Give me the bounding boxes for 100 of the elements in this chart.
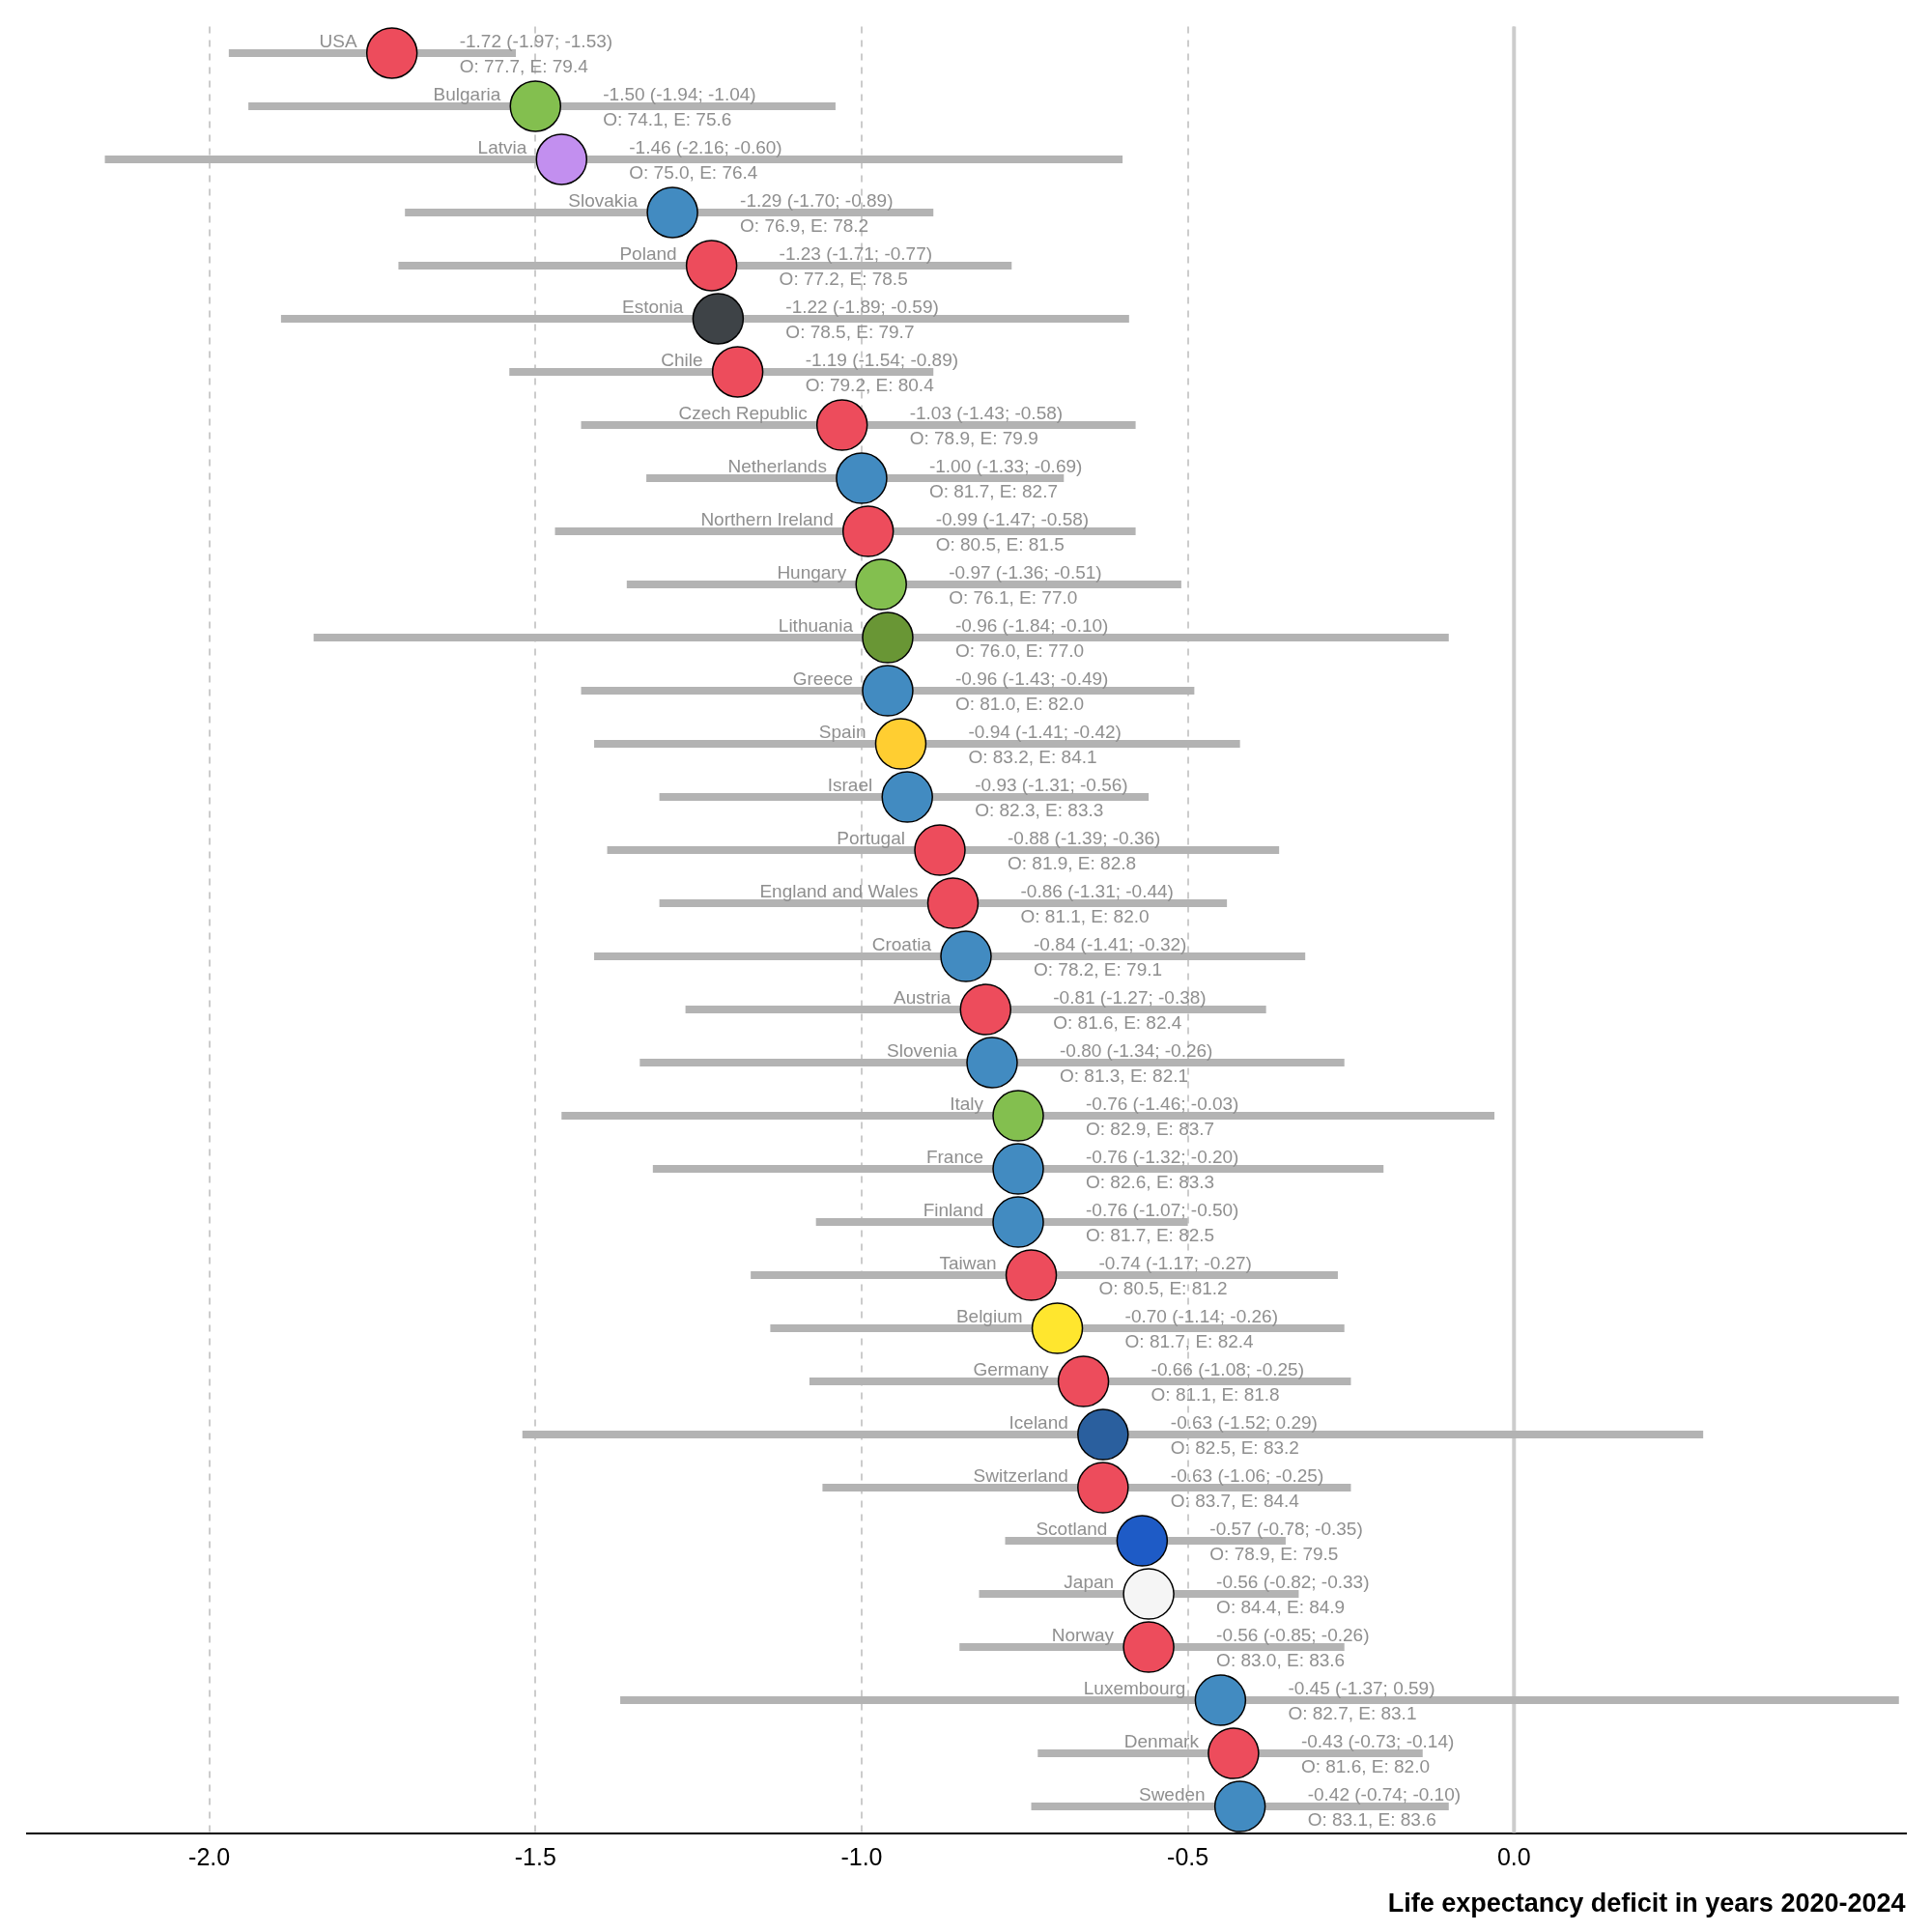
y-tick-label: Poland xyxy=(619,243,677,265)
data-label: -0.70 (-1.14; -0.26) xyxy=(1124,1306,1278,1327)
point xyxy=(862,665,914,717)
point xyxy=(535,133,588,185)
y-tick-label: Scotland xyxy=(1036,1519,1108,1540)
point xyxy=(841,505,895,557)
point xyxy=(685,240,738,292)
annotation: O: 82.5, E: 83.2 xyxy=(1170,1437,1299,1459)
point xyxy=(836,452,888,504)
data-label: -0.81 (-1.27; -0.38) xyxy=(1053,987,1207,1009)
data-label: -0.86 (-1.31; -0.44) xyxy=(1020,881,1174,902)
data-label: -0.76 (-1.07; -0.50) xyxy=(1086,1200,1239,1221)
x-tick-label: -0.5 xyxy=(1167,1843,1209,1871)
point xyxy=(992,1090,1044,1142)
data-label: -1.00 (-1.33; -0.69) xyxy=(928,456,1083,477)
annotation: O: 81.9, E: 82.8 xyxy=(1007,853,1137,874)
point xyxy=(862,611,914,664)
data-label: -0.56 (-0.85; -0.26) xyxy=(1216,1625,1370,1646)
y-tick-label: Taiwan xyxy=(939,1253,997,1274)
y-tick-label: Netherlands xyxy=(727,456,827,477)
point xyxy=(1031,1302,1084,1354)
annotation: O: 83.1, E: 83.6 xyxy=(1307,1809,1436,1831)
annotation: O: 82.7, E: 83.1 xyxy=(1288,1703,1417,1724)
annotation: O: 75.0, E: 76.4 xyxy=(629,162,758,184)
point xyxy=(992,1143,1044,1195)
y-tick-label: Japan xyxy=(1064,1572,1115,1593)
y-tick-label: Croatia xyxy=(871,934,932,955)
point xyxy=(1122,1621,1175,1673)
annotation: O: 76.1, E: 77.0 xyxy=(949,587,1078,609)
point xyxy=(509,80,562,132)
annotation: O: 84.4, E: 84.9 xyxy=(1216,1597,1346,1618)
annotation: O: 74.1, E: 75.6 xyxy=(603,109,732,130)
y-tick-label: USA xyxy=(319,31,358,52)
annotation: O: 81.6, E: 82.0 xyxy=(1300,1756,1430,1777)
annotation: O: 82.6, E: 83.3 xyxy=(1086,1172,1215,1193)
x-tick-label: -2.0 xyxy=(188,1843,231,1871)
y-tick-label: Switzerland xyxy=(973,1465,1068,1487)
y-tick-label: Sweden xyxy=(1138,1784,1206,1805)
point xyxy=(1208,1727,1260,1779)
point xyxy=(966,1037,1018,1089)
x-axis-title: Life expectancy deficit in years 2020-2024 xyxy=(1387,1889,1906,1918)
y-tick-label: Latvia xyxy=(477,137,527,158)
annotation: O: 77.7, E: 79.4 xyxy=(459,56,589,77)
y-tick-label: Hungary xyxy=(777,562,847,583)
data-label: -0.66 (-1.08; -0.25) xyxy=(1151,1359,1304,1380)
y-tick-label: Slovenia xyxy=(887,1040,958,1062)
data-label: -0.63 (-1.52; 0.29) xyxy=(1170,1412,1318,1434)
annotation: O: 76.9, E: 78.2 xyxy=(740,215,869,237)
data-label: -1.72 (-1.97; -1.53) xyxy=(459,31,613,52)
y-tick-label: Belgium xyxy=(955,1306,1023,1327)
annotation: O: 83.7, E: 84.4 xyxy=(1170,1491,1300,1512)
data-label: -0.88 (-1.39; -0.36) xyxy=(1007,828,1161,849)
point xyxy=(815,399,868,451)
annotation: O: 82.3, E: 83.3 xyxy=(975,800,1104,821)
annotation: O: 81.1, E: 82.0 xyxy=(1020,906,1150,927)
y-tick-label: Greece xyxy=(792,668,853,690)
data-label: -0.80 (-1.34; -0.26) xyxy=(1060,1040,1213,1062)
point xyxy=(940,930,992,982)
x-tick-label: 0.0 xyxy=(1496,1843,1531,1871)
annotation: O: 81.0, E: 82.0 xyxy=(954,694,1085,715)
annotation: O: 78.9, E: 79.9 xyxy=(909,428,1038,449)
data-label: -0.96 (-1.84; -0.10) xyxy=(954,615,1109,637)
data-label: -0.99 (-1.47; -0.58) xyxy=(935,509,1090,530)
y-tick-label: Luxembourg xyxy=(1083,1678,1186,1699)
point xyxy=(646,186,698,239)
annotation: O: 78.9, E: 79.5 xyxy=(1209,1544,1339,1565)
y-tick-label: Chile xyxy=(661,350,703,371)
point xyxy=(1057,1355,1110,1407)
y-tick-label: Portugal xyxy=(837,828,905,849)
point xyxy=(881,771,933,823)
annotation: O: 80.5, E: 81.5 xyxy=(935,534,1065,555)
annotation: O: 78.5, E: 79.7 xyxy=(785,322,915,343)
data-label: -0.96 (-1.43; -0.49) xyxy=(954,668,1109,690)
annotation: O: 81.7, E: 82.4 xyxy=(1124,1331,1255,1352)
y-tick-label: Czech Republic xyxy=(678,403,808,424)
x-tick-label: -1.0 xyxy=(840,1843,883,1871)
data-label: -1.22 (-1.89; -0.59) xyxy=(785,297,939,318)
data-label: -0.63 (-1.06; -0.25) xyxy=(1170,1465,1324,1487)
data-label: -0.74 (-1.17; -0.27) xyxy=(1098,1253,1252,1274)
point xyxy=(1194,1674,1247,1726)
point xyxy=(1077,1462,1129,1514)
y-tick-label: Iceland xyxy=(1009,1412,1068,1434)
y-tick-label: Slovakia xyxy=(568,190,639,212)
point xyxy=(855,558,907,611)
data-label: -0.45 (-1.37; 0.59) xyxy=(1288,1678,1435,1699)
data-label: -1.23 (-1.71; -0.77) xyxy=(779,243,933,265)
point xyxy=(1005,1249,1058,1301)
y-tick-label: Finland xyxy=(923,1200,984,1221)
annotation: O: 80.5, E: 81.2 xyxy=(1098,1278,1228,1299)
point xyxy=(711,346,764,398)
data-label: -0.93 (-1.31; -0.56) xyxy=(975,775,1128,796)
data-label: -0.84 (-1.41; -0.32) xyxy=(1034,934,1187,955)
y-tick-label: Spain xyxy=(818,722,867,743)
data-label: -0.97 (-1.36; -0.51) xyxy=(949,562,1102,583)
point xyxy=(959,983,1012,1036)
annotation: O: 82.9, E: 83.7 xyxy=(1086,1119,1215,1140)
data-label: -1.19 (-1.54; -0.89) xyxy=(805,350,959,371)
point xyxy=(926,877,980,929)
y-tick-label: Austria xyxy=(894,987,952,1009)
y-tick-label: Israel xyxy=(827,775,873,796)
